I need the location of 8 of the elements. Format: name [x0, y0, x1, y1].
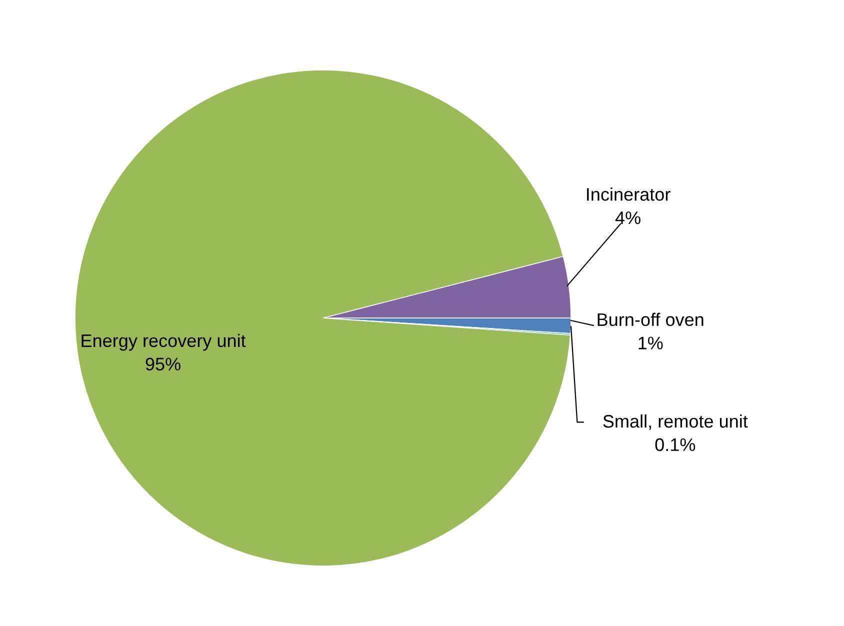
data-label: 4%	[615, 211, 640, 224]
slice-label: Small, remote unit	[603, 414, 748, 430]
slice-label: Incinerator	[587, 188, 670, 201]
slice-label: Energy recovery unit	[82, 334, 246, 351]
data-label: 1%	[638, 336, 663, 350]
data-label: 95%	[146, 358, 180, 370]
data-label: 0.1%	[655, 438, 696, 452]
slice-label: Burn-off oven	[598, 312, 704, 326]
